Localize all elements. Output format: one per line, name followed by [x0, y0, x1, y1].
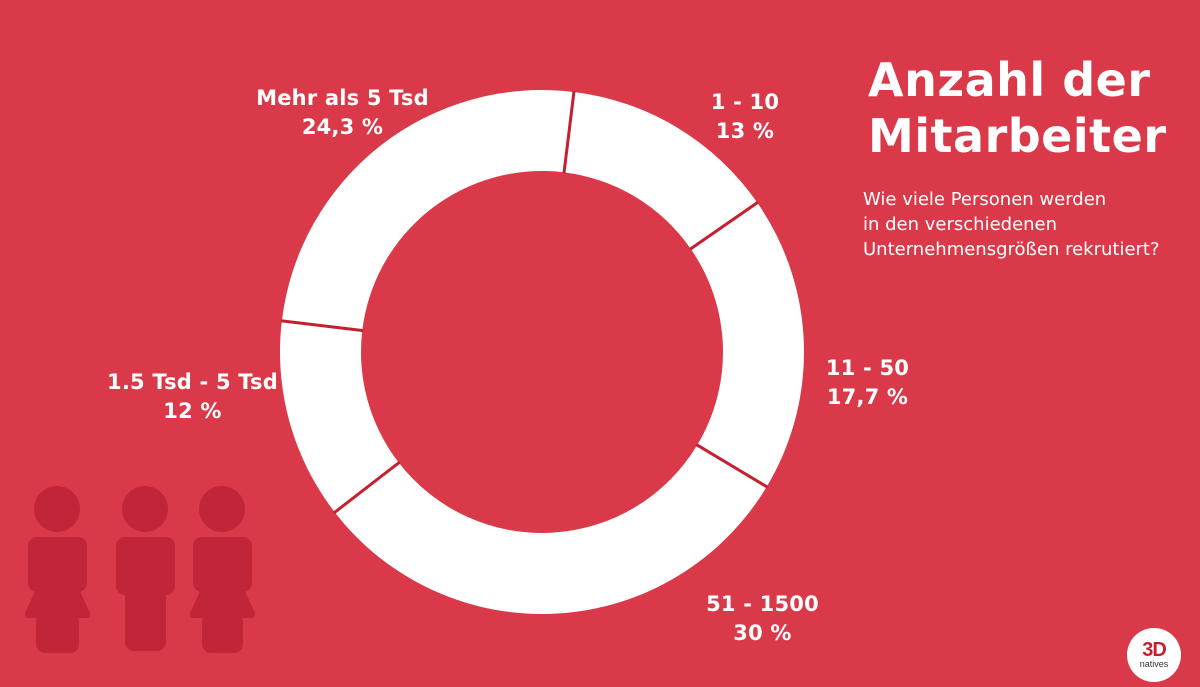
subtitle-line-3: Unternehmensgrößen rekrutiert? [863, 239, 1160, 260]
donut-segment-2 [334, 445, 767, 615]
female-figure-icon [24, 486, 91, 653]
title-line-1: Anzahl der [868, 53, 1151, 107]
label-value: 24,3 % [301, 115, 384, 139]
label-category: 1.5 Tsd - 5 Tsd [107, 370, 278, 394]
label-1-10: 1 - 10 13 % [690, 88, 800, 146]
segment-divider [689, 200, 759, 251]
label-category: 1 - 10 [710, 90, 780, 114]
subtitle-line-1: Wie viele Personen werden [863, 189, 1107, 210]
title-line-2: Mitarbeiter [868, 109, 1167, 163]
donut-segment-3 [280, 320, 399, 513]
subtitle-line-2: in den verschiedenen [863, 214, 1058, 235]
female-figure-icon [189, 486, 256, 653]
logo-sub-text: natives [1139, 659, 1169, 669]
male-figure-icon [116, 486, 175, 651]
label-category: Mehr als 5 Tsd [256, 86, 429, 110]
label-mehr-als-5tsd: Mehr als 5 Tsd 24,3 % [235, 84, 450, 142]
donut-segment-0 [564, 91, 758, 249]
label-11-50: 11 - 50 17,7 % [805, 354, 930, 412]
logo-main-text: 3D [1142, 639, 1167, 661]
donut-segment-4 [281, 90, 574, 331]
label-value: 12 % [163, 399, 222, 423]
subtitle: Wie viele Personen werden in den verschi… [863, 187, 1160, 262]
donut-segment-1 [690, 202, 804, 487]
label-51-1500: 51 - 1500 30 % [690, 590, 835, 648]
label-1-5tsd-5tsd: 1.5 Tsd - 5 Tsd 12 % [95, 368, 290, 426]
label-value: 30 % [733, 621, 792, 645]
label-category: 11 - 50 [825, 356, 910, 380]
page-title: Anzahl der Mitarbeiter [868, 52, 1167, 164]
segment-divider [695, 443, 769, 489]
label-category: 51 - 1500 [706, 592, 819, 616]
segment-divider [333, 460, 401, 515]
label-value: 17,7 % [826, 385, 909, 409]
label-value: 13 % [715, 119, 775, 143]
segment-divider [280, 319, 364, 333]
segment-divider [562, 90, 576, 174]
3dnatives-logo: 3D natives [1127, 628, 1181, 682]
people-figures-icon [24, 486, 256, 653]
